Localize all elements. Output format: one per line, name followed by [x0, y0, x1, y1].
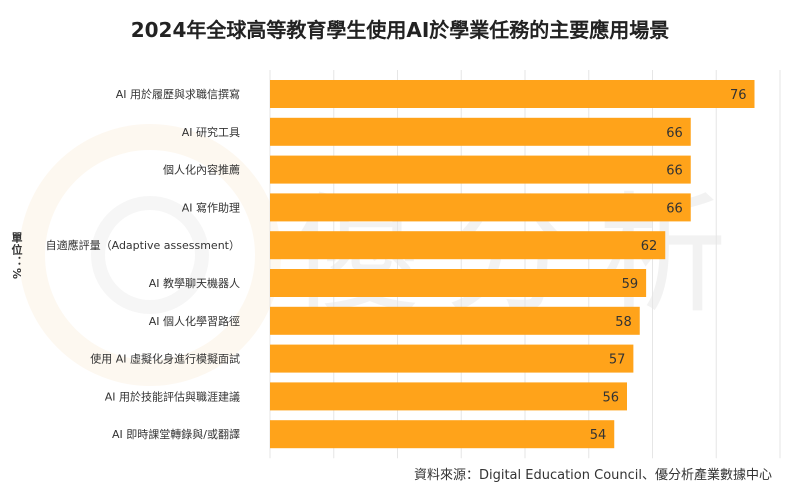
- category-label: AI 用於技能評估與職涯建議: [105, 389, 240, 403]
- category-label: AI 研究工具: [182, 125, 240, 139]
- data-label: 62: [641, 239, 658, 254]
- bar: [270, 382, 627, 411]
- bar: [270, 80, 755, 108]
- watermark-logo-core: [91, 196, 209, 314]
- bar: [270, 193, 691, 222]
- bar: [270, 306, 640, 335]
- data-label: 56: [602, 390, 619, 405]
- category-label: AI 教學聊天機器人: [149, 276, 240, 290]
- category-label: 自適應評量（Adaptive assessment）: [46, 238, 240, 252]
- source-note: 資料來源：Digital Education Council、優分析產業數據中心: [413, 468, 772, 483]
- bar: [270, 117, 691, 146]
- watermark-logo-ring: [19, 124, 281, 386]
- data-label: 66: [666, 201, 683, 216]
- bar: [270, 269, 647, 297]
- bar: [270, 420, 615, 449]
- category-label: AI 用於履歷與求職信撰寫: [116, 87, 240, 101]
- data-label: 59: [622, 277, 639, 292]
- category-label: 個人化內容推薦: [163, 163, 240, 177]
- bar: [270, 344, 634, 373]
- chart-title: 2024年全球高等教育學生使用AI於學業任務的主要應用場景: [130, 18, 670, 42]
- category-label: AI 寫作助理: [182, 200, 240, 214]
- data-label: 76: [730, 88, 747, 103]
- category-label: AI 即時課堂轉錄與/或翻譯: [112, 427, 240, 441]
- data-label: 57: [609, 353, 626, 368]
- data-label: 58: [615, 315, 632, 330]
- category-label: AI 個人化學習路徑: [149, 314, 240, 328]
- data-label: 66: [666, 164, 683, 179]
- bar: [270, 155, 691, 184]
- category-label: 使用 AI 虛擬化身進行模擬面試: [90, 352, 240, 366]
- y-axis-unit-label: 單位：%: [10, 232, 23, 281]
- data-label: 54: [590, 428, 607, 443]
- bar: [270, 231, 666, 260]
- data-label: 66: [666, 126, 683, 141]
